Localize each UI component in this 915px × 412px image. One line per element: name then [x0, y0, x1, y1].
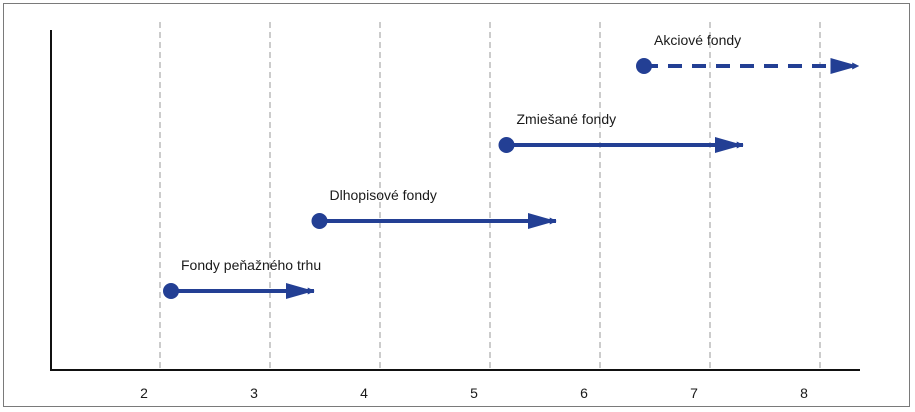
- series-label: Dlhopisové fondy: [330, 187, 437, 203]
- x-tick-label-3: 3: [250, 385, 258, 401]
- x-tick-labels: 2 3 4 5 6 7 8: [140, 385, 808, 401]
- series-start-dot: [311, 213, 328, 229]
- x-tick-label-2: 2: [140, 385, 148, 401]
- x-tick-label-4: 4: [360, 385, 368, 401]
- series-3: Akciové fondy: [636, 32, 860, 74]
- series-start-dot: [498, 137, 515, 153]
- series-2: Zmiešané fondy: [498, 111, 744, 153]
- series-arrow-head: [286, 283, 314, 299]
- series-label: Akciové fondy: [654, 32, 741, 48]
- series-arrow-head: [830, 58, 859, 74]
- x-tick-label-7: 7: [690, 385, 698, 401]
- series-label: Fondy peňažného trhu: [181, 257, 321, 273]
- series-label: Zmiešané fondy: [517, 111, 617, 127]
- series-arrows: Fondy peňažného trhu Dlhopisové fondy Zmie…: [163, 32, 860, 299]
- x-tick-label-6: 6: [580, 385, 588, 401]
- series-1: Dlhopisové fondy: [311, 187, 557, 229]
- series-start-dot: [163, 283, 179, 299]
- series-arrow-head: [715, 137, 743, 153]
- axes: [50, 30, 860, 371]
- series-start-dot: [636, 58, 652, 74]
- x-tick-label-8: 8: [800, 385, 808, 401]
- series-arrow-head: [528, 213, 556, 229]
- chart-frame: [3, 3, 910, 407]
- x-tick-label-5: 5: [470, 385, 478, 401]
- grid-lines: [159, 22, 821, 370]
- series-0: Fondy peňažného trhu: [163, 257, 321, 299]
